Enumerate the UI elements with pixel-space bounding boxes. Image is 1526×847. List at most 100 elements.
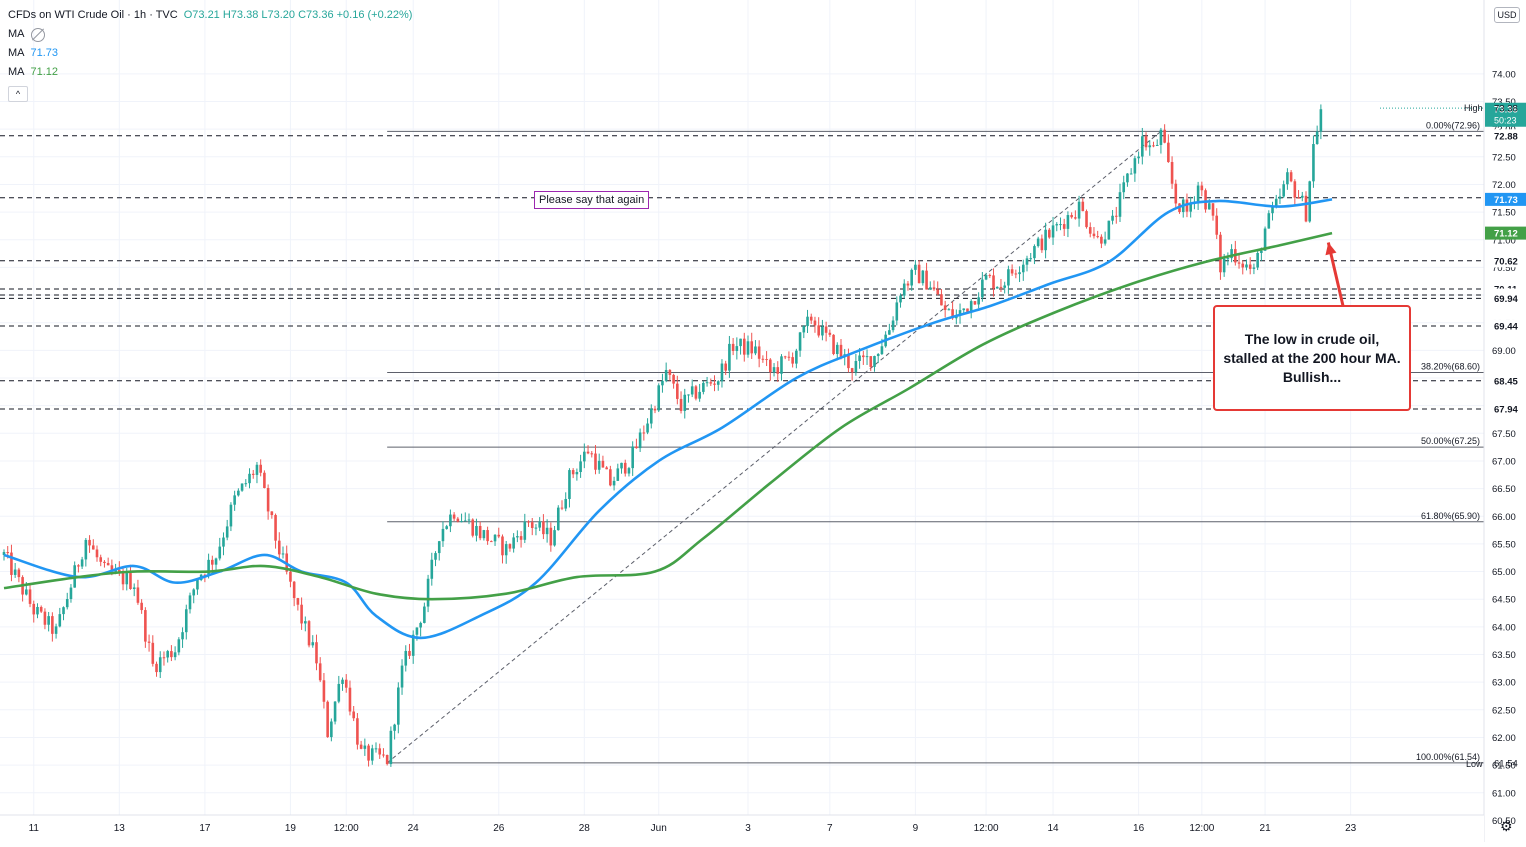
candle: [817, 317, 820, 338]
candle-body: [1226, 258, 1230, 260]
candle-body: [839, 344, 843, 357]
candle-body: [274, 515, 277, 541]
candle: [10, 544, 13, 582]
legend-symbol-row[interactable]: CFDs on WTI Crude Oil · 1h · TVC O73.21 …: [8, 6, 412, 25]
candle: [754, 340, 757, 356]
candle-body: [1036, 238, 1040, 247]
candle: [490, 540, 493, 543]
candle: [211, 555, 214, 573]
candle-body: [322, 680, 326, 702]
candle: [1018, 266, 1021, 283]
candle-body: [475, 525, 478, 536]
candle-body: [847, 354, 850, 369]
symbol-title[interactable]: CFDs on WTI Crude Oil · 1h · TVC: [8, 9, 178, 21]
candle-body: [530, 522, 534, 529]
candle: [1133, 155, 1137, 182]
candle-body: [1141, 136, 1144, 157]
candle-body: [1271, 207, 1274, 214]
candle-body: [463, 520, 467, 522]
price-axis[interactable]: 60.50 61.00 61.50 62.00 62.50 63.00 63.50 64.00…: [1464, 0, 1526, 842]
candle-body: [1148, 145, 1152, 148]
price-line-tag: 69.44: [1494, 322, 1518, 333]
candle: [824, 321, 828, 342]
candle: [73, 561, 76, 588]
candle: [445, 524, 448, 530]
time-tick-label: 12:00: [334, 823, 359, 834]
candle-body: [579, 461, 582, 473]
candle: [1163, 124, 1166, 144]
annotation-callout[interactable]: The low in crude oil, stalled at the 200…: [1213, 305, 1411, 411]
candle-body: [895, 302, 899, 321]
ma2-label: MA: [8, 47, 25, 59]
candle: [106, 557, 110, 566]
candle: [664, 362, 668, 383]
currency-button[interactable]: USD: [1494, 7, 1520, 23]
candle-body: [6, 552, 10, 554]
candle-body: [304, 621, 307, 624]
candle: [1312, 135, 1315, 188]
legend-ma2-row[interactable]: MA 71.73: [8, 44, 412, 63]
candle: [765, 351, 768, 367]
candle-body: [251, 473, 255, 475]
candle-body: [1263, 228, 1267, 251]
candle: [95, 545, 99, 562]
candle: [1159, 127, 1163, 154]
arrow-head[interactable]: [1325, 242, 1337, 256]
candle: [776, 361, 780, 382]
candle-body: [51, 616, 54, 634]
candle: [80, 556, 84, 570]
candle: [1319, 104, 1323, 140]
candle: [460, 513, 463, 523]
candle: [1237, 254, 1241, 269]
candle-body: [106, 563, 110, 566]
candle: [995, 286, 999, 289]
candle-body: [899, 295, 902, 303]
candle: [1062, 218, 1066, 236]
candle: [1215, 208, 1219, 240]
gear-icon[interactable]: ⚙: [1500, 818, 1513, 834]
candle-body: [367, 745, 370, 761]
candle-body: [460, 521, 463, 523]
candle: [173, 646, 177, 661]
candle: [1278, 188, 1282, 204]
legend-ma3-row[interactable]: MA 71.12: [8, 63, 412, 82]
candle-body: [1096, 236, 1099, 238]
candle: [188, 592, 192, 614]
price-tick-label: 72.00: [1492, 180, 1516, 191]
note-text-box[interactable]: Please say that again: [534, 191, 650, 209]
candle: [1088, 222, 1092, 238]
low-value: 61.54: [1494, 758, 1518, 769]
fibonacci-retracement[interactable]: 0.00%(72.96) 38.20%(68.60) 50.00%(67.25) 61…: [386, 120, 1484, 764]
candle-body: [1051, 225, 1055, 238]
price-tick-label: 71.50: [1492, 208, 1516, 219]
candle-body: [661, 380, 664, 386]
legend-ma1-row[interactable]: MA: [8, 25, 412, 44]
candle-body: [490, 541, 493, 543]
candle: [1126, 173, 1129, 187]
candle-body: [337, 683, 341, 702]
fib-trend-line[interactable]: [386, 130, 1162, 764]
candle: [244, 479, 248, 487]
candle: [356, 713, 359, 750]
candle: [348, 680, 352, 716]
hidden-eye-icon[interactable]: [30, 27, 45, 42]
candle: [1059, 217, 1062, 231]
candle: [1200, 181, 1204, 197]
price-tick-label: 73.50: [1492, 97, 1516, 108]
candle-body: [270, 511, 274, 516]
candle-body: [43, 611, 47, 625]
candle-body: [597, 460, 601, 470]
candle-body: [207, 559, 210, 576]
collapse-legend-button[interactable]: ^: [8, 86, 28, 102]
time-axis[interactable]: 11 13 17 19 12:00 24 26 28 Jun 3 7 9 12:00 14 16 12:00 2…: [0, 814, 1484, 842]
candles: [2, 104, 1323, 767]
price-line-tag: 67.94: [1494, 404, 1518, 415]
candle: [259, 459, 262, 477]
ma-tag-bg: [1485, 192, 1526, 206]
candle-body: [1055, 224, 1059, 226]
candle-body: [240, 483, 244, 491]
candle: [426, 574, 430, 613]
candle: [1271, 201, 1274, 221]
